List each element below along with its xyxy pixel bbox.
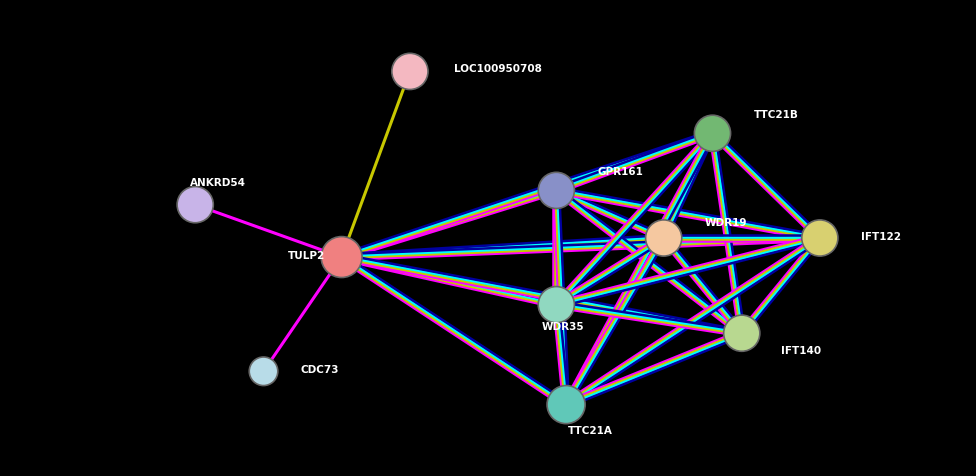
Text: CDC73: CDC73: [301, 365, 339, 376]
Ellipse shape: [694, 115, 731, 151]
Text: WDR35: WDR35: [542, 322, 585, 333]
Ellipse shape: [538, 172, 575, 208]
Ellipse shape: [723, 315, 760, 351]
Ellipse shape: [177, 187, 214, 223]
Text: LOC100950708: LOC100950708: [454, 64, 542, 74]
Text: TTC21A: TTC21A: [568, 426, 613, 436]
Text: IFT122: IFT122: [861, 232, 901, 242]
Text: TULP2: TULP2: [288, 251, 325, 261]
Text: GPR161: GPR161: [597, 167, 643, 178]
Text: IFT140: IFT140: [781, 346, 821, 357]
Text: ANKRD54: ANKRD54: [190, 178, 246, 188]
Ellipse shape: [249, 357, 278, 386]
Ellipse shape: [391, 53, 428, 89]
Ellipse shape: [321, 237, 362, 278]
Text: WDR19: WDR19: [705, 218, 748, 228]
Ellipse shape: [801, 220, 838, 256]
Text: TTC21B: TTC21B: [753, 110, 798, 120]
Ellipse shape: [538, 287, 575, 323]
Ellipse shape: [645, 220, 682, 256]
Ellipse shape: [547, 386, 586, 424]
